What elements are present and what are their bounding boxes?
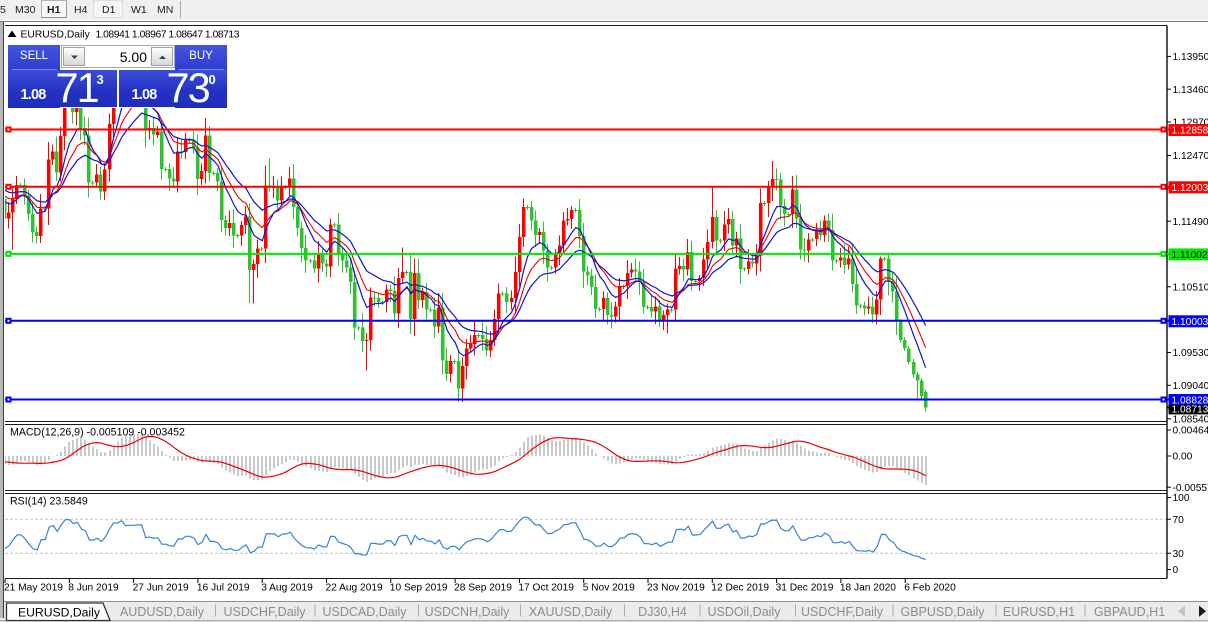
svg-text:USDCHF,Daily: USDCHF,Daily [801,605,884,619]
svg-text:1.13460: 1.13460 [1173,85,1208,96]
svg-text:USDCAD,Daily: USDCAD,Daily [322,605,407,619]
svg-text:5 Nov 2019: 5 Nov 2019 [583,583,635,594]
svg-text:1.08540: 1.08540 [1173,415,1208,426]
svg-text:USDCNH,Daily: USDCNH,Daily [425,605,510,619]
svg-text:GBPAUD,H1: GBPAUD,H1 [1094,605,1165,619]
svg-text:AUDUSD,Daily: AUDUSD,Daily [120,605,205,619]
svg-text:17 Oct 2019: 17 Oct 2019 [518,583,574,594]
svg-text:22 Aug 2019: 22 Aug 2019 [326,583,384,594]
svg-text:1.08713: 1.08713 [1172,405,1208,416]
svg-text:8 Jun 2019: 8 Jun 2019 [68,583,119,594]
svg-text:30: 30 [1173,549,1185,560]
svg-text:1.12970: 1.12970 [1173,118,1208,129]
svg-text:1.08828: 1.08828 [1172,396,1208,407]
svg-text:12 Dec 2019: 12 Dec 2019 [711,583,769,594]
svg-text:EURUSD,H1: EURUSD,H1 [1003,605,1075,619]
svg-text:1.09530: 1.09530 [1173,348,1208,359]
svg-text:6 Feb 2020: 6 Feb 2020 [904,583,956,594]
svg-text:MACD(12,26,9) -0.005109 -0.003: MACD(12,26,9) -0.005109 -0.003452 [10,427,185,439]
svg-text:RSI(14) 23.5849: RSI(14) 23.5849 [10,496,88,508]
svg-text:16 Jul 2019: 16 Jul 2019 [197,583,250,594]
svg-text:23 Nov 2019: 23 Nov 2019 [647,583,705,594]
svg-text:0.004643: 0.004643 [1173,426,1208,437]
svg-text:1.12470: 1.12470 [1173,151,1208,162]
svg-text:1.13950: 1.13950 [1173,52,1208,63]
svg-text:100: 100 [1173,493,1190,504]
svg-text:DJ30,H4: DJ30,H4 [638,605,687,619]
svg-text:1.12003: 1.12003 [1172,183,1208,194]
svg-text:10 Sep 2019: 10 Sep 2019 [390,583,448,594]
svg-text:EURUSD,Daily 1.08941 1.08967: EURUSD,Daily 1.08941 1.08967 1.08647 1.0… [21,30,240,41]
svg-text:GBPUSD,Daily: GBPUSD,Daily [900,605,985,619]
svg-text:31 Dec 2019: 31 Dec 2019 [776,583,834,594]
svg-text:21 May 2019: 21 May 2019 [4,583,63,594]
svg-text:XAUUSD,Daily: XAUUSD,Daily [529,605,613,619]
svg-text:1.11002: 1.11002 [1172,250,1208,261]
svg-text:-0.005574: -0.005574 [1173,483,1208,494]
svg-text:18 Jan 2020: 18 Jan 2020 [840,583,896,594]
svg-text:1.10510: 1.10510 [1173,283,1208,294]
svg-text:0.00: 0.00 [1173,452,1193,463]
svg-text:27 Jun 2019: 27 Jun 2019 [133,583,189,594]
svg-text:1.10003: 1.10003 [1172,317,1208,328]
svg-text:EURUSD,Daily: EURUSD,Daily [18,606,101,620]
svg-text:USDCHF,Daily: USDCHF,Daily [224,605,307,619]
svg-text:28 Sep 2019: 28 Sep 2019 [454,583,512,594]
svg-text:1.09040: 1.09040 [1173,381,1208,392]
svg-text:0: 0 [1173,565,1179,576]
svg-text:1.12858: 1.12858 [1172,126,1208,137]
svg-text:1.11490: 1.11490 [1173,217,1208,228]
svg-text:3 Aug 2019: 3 Aug 2019 [261,583,313,594]
svg-text:USDOil,Daily: USDOil,Daily [708,605,782,619]
svg-text:70: 70 [1173,515,1185,526]
